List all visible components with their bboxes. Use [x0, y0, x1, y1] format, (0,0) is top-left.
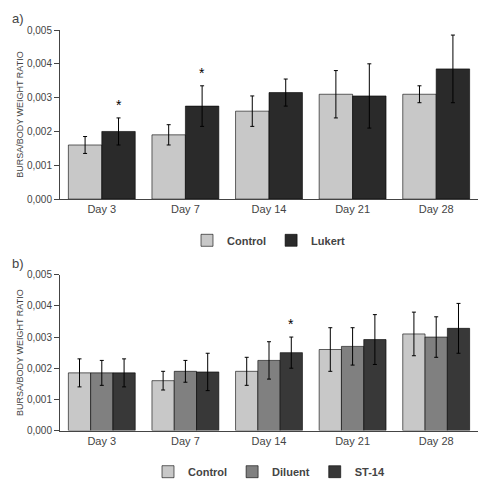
svg-text:Day 28: Day 28: [419, 203, 454, 215]
svg-text:BURSA/BODY WEIGHT RATIO: BURSA/BODY WEIGHT RATIO: [15, 51, 25, 178]
svg-text:*: *: [116, 97, 122, 113]
svg-text:Day 7: Day 7: [171, 203, 200, 215]
svg-text:Day 28: Day 28: [419, 435, 454, 447]
svg-text:Day 14: Day 14: [252, 203, 287, 215]
svg-text:0,005: 0,005: [27, 269, 52, 280]
svg-text:*: *: [288, 316, 294, 332]
svg-text:Control: Control: [188, 466, 227, 478]
svg-text:0,003: 0,003: [27, 332, 52, 343]
svg-text:Day 21: Day 21: [335, 435, 370, 447]
svg-text:0,003: 0,003: [27, 92, 52, 103]
svg-text:Diluent: Diluent: [272, 466, 310, 478]
svg-text:ST-14: ST-14: [355, 466, 385, 478]
svg-text:Day 3: Day 3: [87, 435, 116, 447]
svg-text:*: *: [199, 65, 205, 81]
svg-text:0,005: 0,005: [27, 25, 52, 36]
svg-text:0,001: 0,001: [27, 160, 52, 171]
svg-text:0,000: 0,000: [27, 194, 52, 205]
svg-text:0,004: 0,004: [27, 300, 52, 311]
svg-text:0,004: 0,004: [27, 58, 52, 69]
svg-text:b): b): [12, 256, 24, 271]
svg-text:a): a): [12, 11, 24, 26]
svg-text:Day 21: Day 21: [335, 203, 370, 215]
svg-text:Lukert: Lukert: [311, 235, 345, 247]
svg-text:0,000: 0,000: [27, 425, 52, 436]
svg-text:Control: Control: [227, 235, 266, 247]
svg-text:0,002: 0,002: [27, 363, 52, 374]
svg-text:Day 7: Day 7: [171, 435, 200, 447]
svg-text:Day 3: Day 3: [87, 203, 116, 215]
svg-text:0,002: 0,002: [27, 126, 52, 137]
svg-text:Day 14: Day 14: [252, 435, 287, 447]
svg-text:BURSA/BODY WEIGHT RATIO: BURSA/BODY WEIGHT RATIO: [15, 289, 25, 416]
svg-text:0,001: 0,001: [27, 394, 52, 405]
